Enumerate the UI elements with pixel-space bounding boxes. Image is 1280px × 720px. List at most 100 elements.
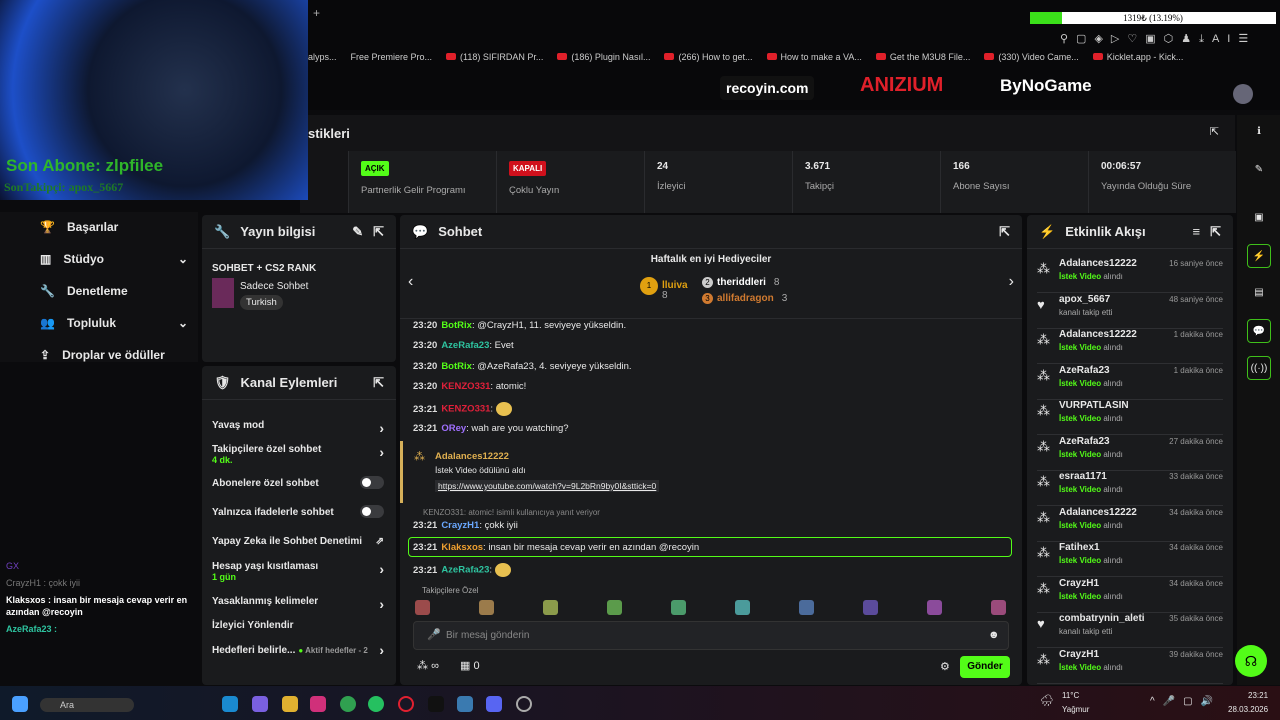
pencil-icon[interactable]: ✎ <box>1254 164 1264 175</box>
channel-action[interactable]: İzleyici Yönlendir <box>212 620 384 631</box>
channel-action[interactable]: Abonelere özel sohbet <box>212 476 384 489</box>
popout-icon[interactable]: ⇱ <box>999 223 1010 239</box>
prev-arrow[interactable]: ‹ <box>408 273 414 290</box>
nav-item[interactable]: 🏆 Başarılar <box>40 220 188 234</box>
bookmark[interactable]: Kicklet.app - Kick... <box>1092 52 1183 62</box>
profile-avatar[interactable] <box>1233 84 1253 104</box>
search-box[interactable]: Ara <box>40 698 135 712</box>
username[interactable]: CrayzH1 <box>441 520 480 531</box>
emote-button[interactable] <box>991 600 1006 615</box>
emote-button[interactable] <box>671 600 686 615</box>
username[interactable]: ORey <box>441 423 467 434</box>
opera-icon[interactable] <box>398 696 414 712</box>
reward-user[interactable]: Adalances12222 <box>435 451 509 462</box>
emote-button[interactable] <box>479 600 494 615</box>
edit-icon[interactable]: ✎ <box>352 223 364 239</box>
filter-icon[interactable]: ≡ <box>1192 224 1201 239</box>
channel-action[interactable]: Yapay Zeka ile Sohbet Denetimi ⇗ <box>212 536 384 547</box>
activity-item[interactable]: ⁂ CrayzH1 39 dakika önce İstek Video alındı <box>1037 649 1223 684</box>
username[interactable]: KENZO331 <box>441 403 491 415</box>
activity-item[interactable]: ⁂ AzeRafa23 27 dakika önce İstek Video alın… <box>1037 436 1223 471</box>
bookmark[interactable]: Free Premiere Pro... <box>351 52 433 62</box>
whatsapp-icon[interactable] <box>368 696 384 712</box>
chevron-right-icon[interactable]: › <box>379 420 384 436</box>
reward-link[interactable]: https://www.youtube.com/watch?v=9L2bRn9b… <box>435 480 660 492</box>
emote-button[interactable] <box>799 600 814 615</box>
activity-item[interactable]: ⁂ AzeRafa23 1 dakika önce İstek Video alınd… <box>1037 365 1223 400</box>
send-button[interactable]: Gönder <box>960 656 1010 678</box>
nav-item[interactable]: 🔧 Denetleme <box>40 284 188 298</box>
activity-item[interactable]: ⁂ CrayzH1 34 dakika önce İstek Video alındı <box>1037 578 1223 613</box>
activity-item[interactable]: ♥ combatrynin_aleti 35 dakika önce kanalı t… <box>1037 613 1223 648</box>
emote-button[interactable] <box>863 600 878 615</box>
expand-icon[interactable]: ⇱ <box>1209 126 1219 138</box>
channel-action[interactable]: Hedefleri belirle... ● Aktif hedefler - 2… <box>212 642 384 658</box>
channel-action[interactable]: Yavaş mod › <box>212 420 384 436</box>
start-icon[interactable] <box>12 696 28 712</box>
activity-item[interactable]: ⁂ esraa1171 33 dakika önce İstek Video alın… <box>1037 471 1223 506</box>
popout-icon[interactable]: ⇱ <box>373 223 384 239</box>
chevron-right-icon[interactable]: › <box>379 444 384 460</box>
settings-icon[interactable]: ⚙ <box>940 661 950 673</box>
new-tab-button[interactable]: + <box>313 6 321 20</box>
username[interactable]: AzeRafa23 <box>441 564 490 576</box>
activity-item[interactable]: ⁂ Fatihex1 34 dakika önce İstek Video alınd… <box>1037 542 1223 577</box>
activity-item[interactable]: ⁂ Adalances12222 1 dakika önce İstek Video … <box>1037 329 1223 364</box>
tray-icons[interactable]: ^🎤▢🔊 <box>1150 696 1222 707</box>
points-icon[interactable]: ⁂ ∞ <box>417 660 439 672</box>
bookmark[interactable]: (186) Plugin Nasıl... <box>557 52 650 62</box>
activity-item[interactable]: ⁂ VURPATLASIN İstek Video alındı <box>1037 400 1223 435</box>
popout-icon[interactable]: ⇱ <box>1210 223 1221 239</box>
instagram-icon[interactable] <box>310 696 326 712</box>
chevron-down-icon[interactable]: ⌄ <box>177 252 188 266</box>
channel-action[interactable]: Yalnızca ifadelerle sohbet <box>212 505 384 518</box>
emote-button[interactable] <box>415 600 430 615</box>
activity-item[interactable]: ♥ apox_5667 48 saniye önce kanalı takip ett… <box>1037 294 1223 329</box>
username[interactable]: BotRix <box>441 361 472 372</box>
broadcast-icon[interactable]: ((·)) <box>1247 356 1271 380</box>
bookmark[interactable]: (266) How to get... <box>664 52 753 62</box>
external-link-icon[interactable]: ⇗ <box>375 536 384 547</box>
obs-icon[interactable] <box>516 696 532 712</box>
username[interactable]: KENZO331 <box>441 381 491 392</box>
emote-button[interactable] <box>927 600 942 615</box>
app-icon[interactable] <box>457 696 473 712</box>
focus-icon[interactable]: ▣ <box>1254 212 1264 223</box>
chevron-right-icon[interactable]: › <box>379 596 384 612</box>
emote-button[interactable] <box>543 600 558 615</box>
info-icon[interactable]: ℹ <box>1257 126 1261 137</box>
emote-button[interactable] <box>735 600 750 615</box>
nav-item[interactable]: ⇪ Droplar ve ödüller <box>40 348 188 362</box>
nav-item[interactable]: ▥ Stüdyo ⌄ <box>40 252 188 266</box>
channel-action[interactable]: Hesap yaşı kısıtlaması 1 gün › <box>212 561 384 582</box>
chevron-right-icon[interactable]: › <box>379 561 384 577</box>
channel-action[interactable]: Yasaklanmış kelimeler › <box>212 596 384 612</box>
bolt-rail-icon[interactable]: ⚡ <box>1247 244 1271 268</box>
bookmark[interactable]: Get the M3U8 File... <box>875 52 970 62</box>
notes-icon[interactable]: ▤ <box>1254 287 1264 298</box>
discord-icon[interactable] <box>486 696 502 712</box>
activity-item[interactable]: ⁂ Adalances12222 34 dakika önce İstek Video… <box>1037 507 1223 542</box>
chat-rail-icon[interactable]: 💬 <box>1247 319 1271 343</box>
channel-action[interactable]: Takipçilere özel sohbet 4 dk. › <box>212 444 384 465</box>
bookmark[interactable]: How to make a VA... <box>766 52 862 62</box>
emote-button[interactable] <box>607 600 622 615</box>
chevron-right-icon[interactable]: › <box>379 642 384 658</box>
support-button[interactable]: ☊ <box>1235 645 1267 677</box>
chat-input[interactable] <box>413 621 1009 650</box>
explorer-icon[interactable] <box>282 696 298 712</box>
copilot-icon[interactable] <box>252 696 268 712</box>
gifter[interactable]: 3 allifadragon 3 <box>702 293 787 304</box>
username[interactable]: AzeRafa23 <box>441 340 490 351</box>
category[interactable]: Sadece Sohbet <box>240 281 309 292</box>
activity-item[interactable]: ⁂ Adalances12222 16 saniye önce İstek Video… <box>1037 258 1223 293</box>
store-icon[interactable]: ▦ 0 <box>460 660 480 672</box>
bookmark[interactable]: (118) SIFIRDAN Pr... <box>446 52 543 62</box>
chrome-icon[interactable] <box>340 696 356 712</box>
username[interactable]: BotRix <box>441 320 472 331</box>
mic-icon[interactable]: 🎤 <box>427 629 441 641</box>
popout-icon[interactable]: ⇱ <box>373 374 384 390</box>
app-r-icon[interactable] <box>428 696 444 712</box>
bookmark[interactable]: (330) Video Came... <box>984 52 1079 62</box>
gifter[interactable]: 2 theriddleri 8 <box>702 277 779 288</box>
